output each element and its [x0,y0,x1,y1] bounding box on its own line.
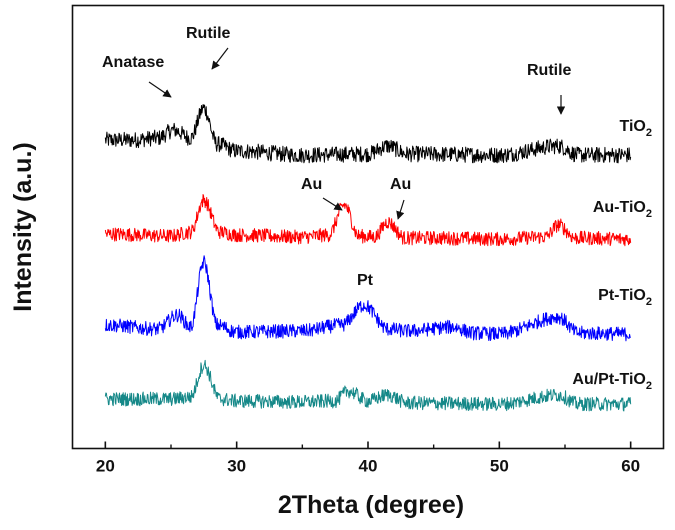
x-tick-label: 20 [96,457,115,476]
series-label: TiO2 [620,118,653,139]
annotation-arrow [211,47,229,70]
annotations-group: Anatase Rutile Rutile Au Au Pt [102,25,572,289]
annotation-label: Au [301,176,322,193]
series-trace-1 [104,194,632,247]
traces-group [104,104,632,412]
series-labels-group: TiO2 Au-TiO2 Pt-TiO2 Au/Pt-TiO2 [572,118,652,392]
annotation-arrow [396,199,405,220]
series-label: Au-TiO2 [593,199,652,220]
series-trace-3 [104,359,632,412]
x-tick-label: 30 [227,457,246,476]
y-axis-title: Intensity (a.u.) [9,142,37,311]
x-tick-label: 40 [359,457,378,476]
x-axis-title: 2Theta (degree) [278,491,464,519]
x-ticks-group: 20 30 40 50 60 [96,441,640,476]
annotation-label: Anatase [102,54,164,71]
annotation-arrow [322,197,343,211]
annotation-label: Pt [357,272,374,289]
x-tick-label: 60 [621,457,640,476]
series-trace-2 [104,255,632,342]
series-trace-0 [104,104,632,164]
series-label: Pt-TiO2 [598,287,652,308]
annotation-arrow [148,81,172,98]
series-label: Au/Pt-TiO2 [572,371,652,392]
annotation-label: Rutile [527,62,572,79]
x-tick-label: 50 [490,457,509,476]
annotation-label: Rutile [186,25,231,42]
annotation-label: Au [390,176,411,193]
